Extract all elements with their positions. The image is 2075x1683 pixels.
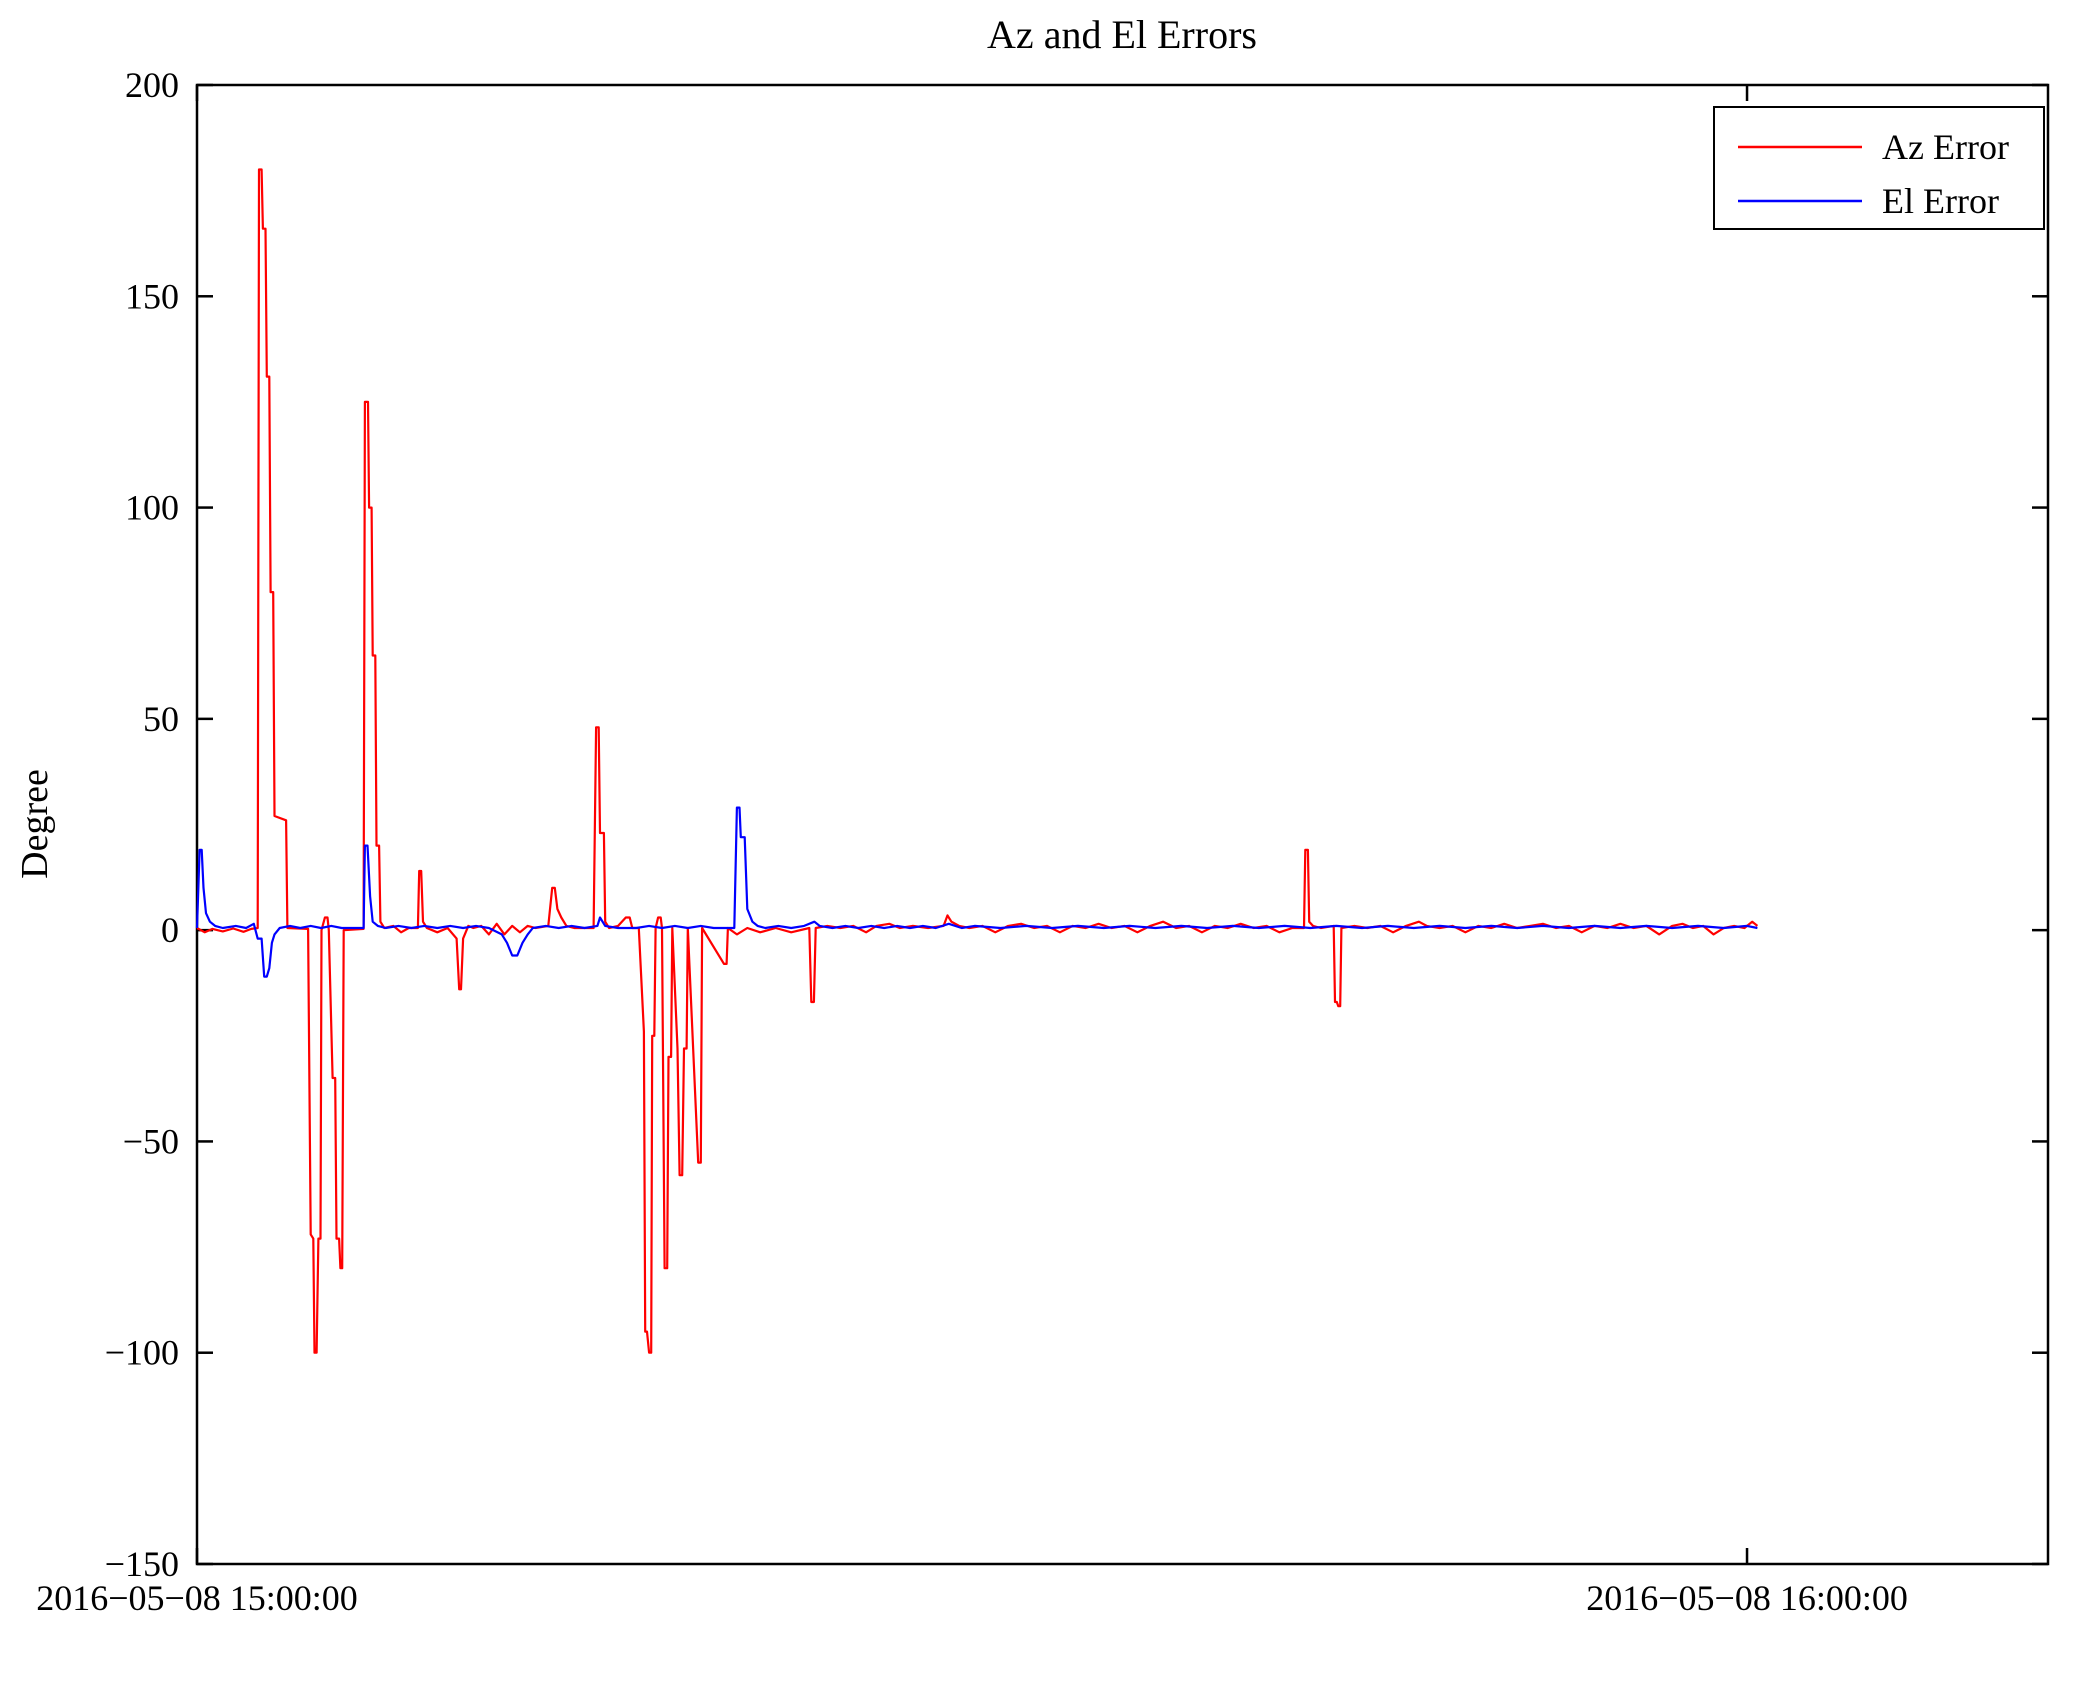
plot-frame (195, 83, 2050, 1566)
legend-box (1713, 106, 2045, 230)
y-tick-label: 200 (125, 65, 179, 105)
y-tick-label: 150 (125, 276, 179, 316)
x-tick-label: 2016−05−08 16:00:00 (1586, 1578, 1908, 1618)
y-axis-label: Degree (14, 769, 56, 879)
legend-label-el-error: El Error (1882, 181, 1999, 221)
y-tick-label: 100 (125, 488, 179, 528)
series-el-error (195, 806, 1758, 978)
plot-area (195, 168, 1759, 1354)
y-tick-label: −50 (123, 1121, 179, 1161)
legend-label-az-error: Az Error (1882, 127, 2009, 167)
chart-title: Az and El Errors (987, 12, 1257, 57)
y-tick-label: −150 (105, 1544, 179, 1584)
x-tick-label: 2016−05−08 15:00:00 (36, 1578, 358, 1618)
y-tick-label: 0 (161, 910, 179, 950)
axes-ticks: −150 −100 −50 0 50 100 150 200 2016−05−08 15:00:… (36, 65, 2048, 1618)
series-az-error (196, 168, 1759, 1354)
y-tick-label: −100 (105, 1333, 179, 1373)
legend: Az Error El Error (1713, 106, 2045, 230)
y-tick-label: 50 (143, 699, 179, 739)
